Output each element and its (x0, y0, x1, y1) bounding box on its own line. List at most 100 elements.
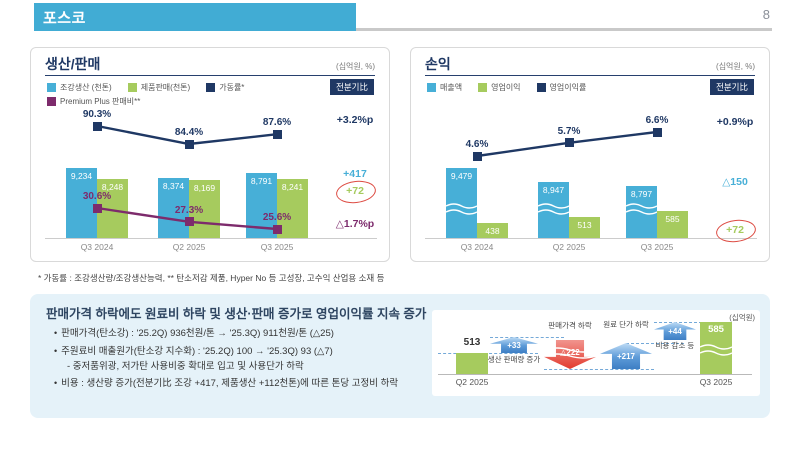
category-label: Q2 2025 (455, 377, 489, 387)
profit-chart: Q3 2024 Q2 2025 Q3 2025 9,479 8,947 8,797 △150… (425, 106, 758, 256)
legend-label: 가동률* (219, 83, 245, 92)
bar-value-label: 8,791 (250, 176, 273, 186)
bar-value-label: 8,797 (630, 189, 653, 199)
legend-swatch (427, 83, 436, 92)
bullet-text: 주원료비 매출원가(탄소강 지수화) : '25.2Q) 100 → '25.3… (61, 345, 333, 357)
bar-value-label: 8,947 (542, 185, 565, 195)
waterfall-start-value: 513 (463, 337, 481, 348)
line-marker (184, 139, 194, 149)
delta-label: +72 (695, 217, 775, 245)
bullet-marker: • (54, 328, 58, 338)
legend-item: 가동률* (206, 82, 244, 93)
bullet-text: 판매가격(탄소강) : '25.2Q) 936천원/톤 → '25.3Q) 91… (61, 328, 334, 339)
bar (158, 178, 189, 238)
level-connector-line (438, 353, 538, 354)
legend-row: 조강생산 (천톤) 제품판매(천톤) 가동률* (47, 81, 244, 94)
bar (277, 179, 308, 238)
delta-label: △1.7%p (335, 218, 375, 230)
category-label: Q2 2025 (552, 242, 586, 252)
line-marker (472, 151, 482, 161)
card-header: 손익 (십억원, %) (425, 54, 755, 76)
line-point-label: 27.3% (174, 204, 204, 216)
line-marker (272, 129, 282, 139)
legend-label: 제품판매(천톤) (140, 83, 191, 92)
waterfall-step-label: 원료 단가 하락 (603, 320, 649, 329)
level-connector-line (654, 322, 702, 323)
category-label: Q3 2024 (460, 242, 494, 252)
waterfall-baseline (438, 374, 752, 375)
waterfall-step-label: 판매가격 하락 (548, 321, 592, 330)
line-point-label: 25.6% (262, 212, 292, 223)
legend-label: Premium Plus 판매비** (60, 97, 141, 106)
summary-bullets: • 판매가격(탄소강) : '25.2Q) 936천원/톤 → '25.3Q) 9… (30, 327, 454, 391)
legend-swatch (536, 83, 546, 92)
card-title: 생산/판매 (45, 56, 101, 72)
unit-label: (십억원, %) (716, 62, 755, 71)
waterfall-up-arrow: +33 (490, 337, 538, 353)
unit-label: (십억원, %) (336, 62, 375, 71)
delta-label: +3.2%p (336, 114, 374, 126)
category-label: Q3 2025 (640, 242, 674, 252)
line-marker (272, 224, 282, 234)
legend-item: 제품판매(천톤) (127, 82, 191, 93)
line-marker (92, 121, 102, 131)
waterfall-end-value: 585 (708, 324, 724, 335)
legend-swatch (206, 83, 216, 92)
trend-line (96, 206, 278, 231)
bar (189, 180, 220, 238)
x-axis-line (425, 238, 757, 239)
qoq-badge: 전분기比 (330, 79, 374, 95)
category-label: Q3 2024 (80, 242, 114, 252)
line-marker (564, 138, 574, 148)
level-connector-line (626, 343, 684, 344)
legend: 조강생산 (천톤) 제품판매(천톤) 가동률* Premium Plus 판매비** (47, 81, 244, 108)
line-point-label: 87.6% (262, 117, 292, 129)
qoq-badge: 전분기比 (710, 79, 754, 95)
production-sales-card: 생산/판매 (십억원, %) 조강생산 (천톤) 제품판매(천톤) 가동률* Prem… (30, 47, 390, 262)
bar-value-label: 9,234 (70, 171, 93, 181)
header-rule (356, 28, 772, 31)
delta-label: +72 (315, 178, 395, 206)
footnote: * 가동률 : 조강생산량/조강생산능력, ** 탄소저감 제품, Hyper … (38, 273, 385, 283)
summary-bullet: • 비용 : 생산량 증가(전분기比 조강 +417, 제품생산 +112천톤)에… (54, 377, 454, 391)
summary-title: 판매가격 하락에도 원료비 하락 및 생산·판매 증가로 영업이익률 지속 증가 (46, 307, 427, 321)
waterfall-chart: 513 Q2 2025 585 Q3 2025 +33 생산 판매량 증가 △222 판매가격… (432, 310, 760, 396)
category-label: Q2 2025 (172, 242, 206, 252)
legend-label: 매출액 (440, 83, 463, 92)
profit-loss-card: 손익 (십억원, %) 매출액 영업이익 영업이익률 전분기比 Q3 2024 Q2 … (410, 47, 770, 262)
waterfall-card: (십억원) 513 Q2 2025 585 Q3 2025 +33 생산 판매량 증가 △2… (432, 310, 760, 396)
waterfall-step-label: 생산 판매량 증가 (487, 355, 541, 364)
line-point-label: 90.3% (82, 109, 112, 120)
bullet-subtext: - 중저품위광, 저가탄 사용비중 확대로 입고 및 사용단가 하락 (67, 360, 304, 372)
line-marker (652, 127, 662, 137)
line-point-label: 4.6% (465, 139, 489, 150)
level-connector-line (490, 337, 564, 338)
delta-label: +417 (343, 168, 367, 180)
legend-swatch (478, 83, 488, 92)
legend-item: Premium Plus 판매비** (47, 96, 140, 107)
unit-label: (십억원) (729, 313, 755, 322)
bar-value-label: 8,169 (193, 183, 216, 193)
bar-value-label: 8,248 (101, 182, 124, 192)
page-number: 8 (762, 7, 770, 22)
legend-swatch (47, 97, 56, 106)
summary-bullet: • 주원료비 매출원가(탄소강 지수화) : '25.2Q) 100 → '25.… (54, 345, 454, 374)
legend-item: 영업이익률 (536, 82, 586, 93)
legend-item: 영업이익 (478, 82, 521, 93)
waterfall-start-bar (456, 353, 488, 374)
bullet-marker: • (54, 345, 58, 356)
bar-value-label: 8,374 (162, 181, 185, 191)
legend-item: 조강생산 (천톤) (47, 82, 112, 93)
level-connector-line (544, 369, 654, 370)
category-label: Q3 2025 (699, 377, 733, 387)
bar (569, 217, 600, 238)
slide-title: 포스코 (43, 9, 86, 27)
legend-item: 매출액 (427, 82, 462, 93)
card-title: 손익 (425, 56, 451, 72)
line-marker (92, 203, 102, 213)
card-header: 생산/판매 (십억원, %) (45, 54, 375, 76)
legend-row: Premium Plus 판매비** (47, 95, 244, 108)
line-point-label: 30.6% (82, 191, 112, 202)
legend-label: 조강생산 (천톤) (60, 83, 112, 92)
